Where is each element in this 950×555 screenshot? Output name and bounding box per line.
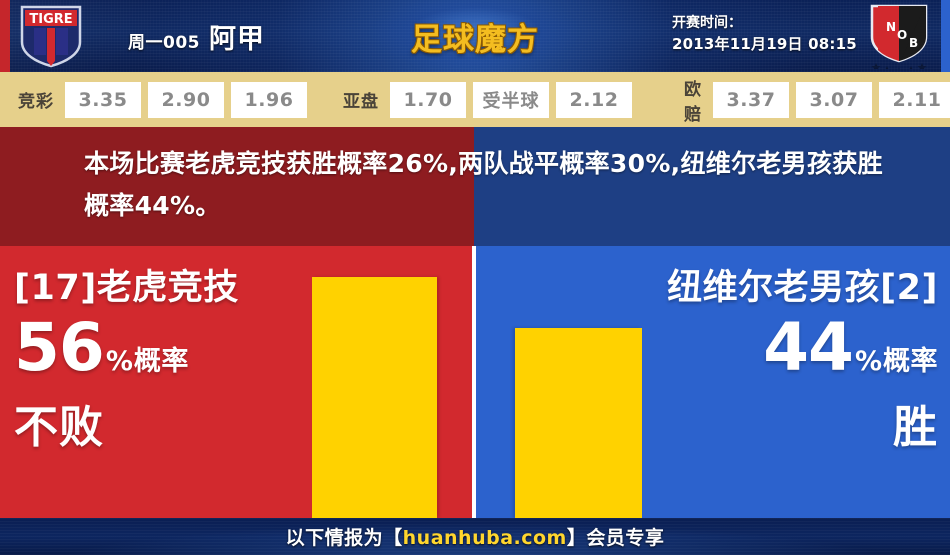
odds-bar: 竞彩 3.35 2.90 1.96 亚盘 1.70 受半球 2.12 欧赔 3.… <box>0 72 950 127</box>
home-probability-row: 56 % 概率 <box>14 312 239 398</box>
odds-cell-home[interactable]: 1.70 <box>390 81 466 118</box>
home-team-name: [17]老虎竞技 <box>14 268 239 308</box>
odds-group-european: 欧赔 3.37 3.07 2.11 <box>684 75 950 125</box>
odds-cell-draw[interactable]: 3.07 <box>796 81 872 118</box>
header-bar: TIGRE 周一005 阿甲 足球魔方 开赛时间： 2013年11月19日 08… <box>0 0 950 72</box>
header-right-blue-stripe <box>941 0 950 72</box>
odds-cell-away[interactable]: 2.11 <box>879 81 950 118</box>
panel-divider <box>472 246 476 518</box>
svg-text:O: O <box>897 28 907 42</box>
brand-logo: 足球魔方 <box>372 0 578 72</box>
odds-cell-away[interactable]: 2.12 <box>556 81 632 118</box>
away-probability-bar <box>515 328 642 518</box>
away-probability-value: 44 <box>763 309 854 386</box>
svg-text:TIGRE: TIGRE <box>29 12 72 27</box>
kickoff-label: 开赛时间： <box>672 15 742 31</box>
svg-text:N: N <box>886 20 896 34</box>
league-name: 阿甲 <box>209 24 265 55</box>
away-percent-sign: % <box>854 346 882 377</box>
away-team-block: 纽维尔老男孩[2] 44 % 概率 胜 <box>667 264 938 458</box>
footer-notice: 以下情报为【 huanhuba.com 】会员专享 <box>286 523 665 550</box>
home-probability-value: 56 <box>14 309 105 386</box>
odds-cell-handicap[interactable]: 受半球 <box>473 81 549 118</box>
away-team-name: 纽维尔老男孩[2] <box>667 268 938 308</box>
odds-group-asian-handicap: 亚盘 1.70 受半球 2.12 <box>343 81 632 118</box>
away-probability-word: 概率 <box>883 346 938 377</box>
probability-summary-banner: 本场比赛老虎竞技获胜概率26%,两队战平概率30%,纽维尔老男孩获胜概率44%。 <box>0 127 950 246</box>
home-team-block: [17]老虎竞技 56 % 概率 不败 <box>14 264 239 458</box>
kickoff-block: 开赛时间： 2013年11月19日 08:15 <box>672 13 857 55</box>
footer-site-link[interactable]: huanhuba.com <box>402 527 567 549</box>
home-probability-bar <box>312 277 437 518</box>
footer-bar: 以下情报为【 huanhuba.com 】会员专享 <box>0 518 950 555</box>
newells-old-boys-crest-icon: N O B <box>866 3 932 72</box>
odds-group-jingcai: 竞彩 3.35 2.90 1.96 <box>18 81 307 118</box>
match-label: 周一005 阿甲 <box>128 17 265 56</box>
odds-group-label: 欧赔 <box>684 79 702 125</box>
svg-text:B: B <box>909 36 918 50</box>
home-probability-word: 概率 <box>133 346 189 377</box>
odds-cell-home[interactable]: 3.37 <box>713 81 789 118</box>
summary-text: 本场比赛老虎竞技获胜概率26%,两队战平概率30%,纽维尔老男孩获胜概率44%。 <box>84 149 883 220</box>
odds-cell-away[interactable]: 1.96 <box>231 81 307 118</box>
footer-suffix: 】会员专享 <box>566 527 665 549</box>
home-verdict: 不败 <box>14 402 104 453</box>
summary-left-half <box>0 127 474 246</box>
odds-group-label: 亚盘 <box>343 92 379 112</box>
team-probability-panels: [17]老虎竞技 56 % 概率 不败 纽维尔老男孩[2] 44 % 概率 胜 <box>0 246 950 518</box>
brand-logo-text: 足球魔方 <box>411 21 539 58</box>
footer-prefix: 以下情报为【 <box>285 527 403 549</box>
home-percent-sign: % <box>105 346 133 377</box>
header-left-red-stripe <box>0 0 10 72</box>
summary-right-half <box>474 127 950 246</box>
away-verdict: 胜 <box>893 402 938 453</box>
tigre-crest-icon: TIGRE <box>18 4 84 68</box>
odds-cell-home[interactable]: 3.35 <box>65 81 141 118</box>
away-probability-row: 44 % 概率 <box>667 312 938 398</box>
match-round: 周一005 <box>128 33 200 53</box>
kickoff-time: 2013年11月19日 08:15 <box>672 35 857 53</box>
odds-cell-draw[interactable]: 2.90 <box>148 81 224 118</box>
odds-group-label: 竞彩 <box>18 92 54 112</box>
